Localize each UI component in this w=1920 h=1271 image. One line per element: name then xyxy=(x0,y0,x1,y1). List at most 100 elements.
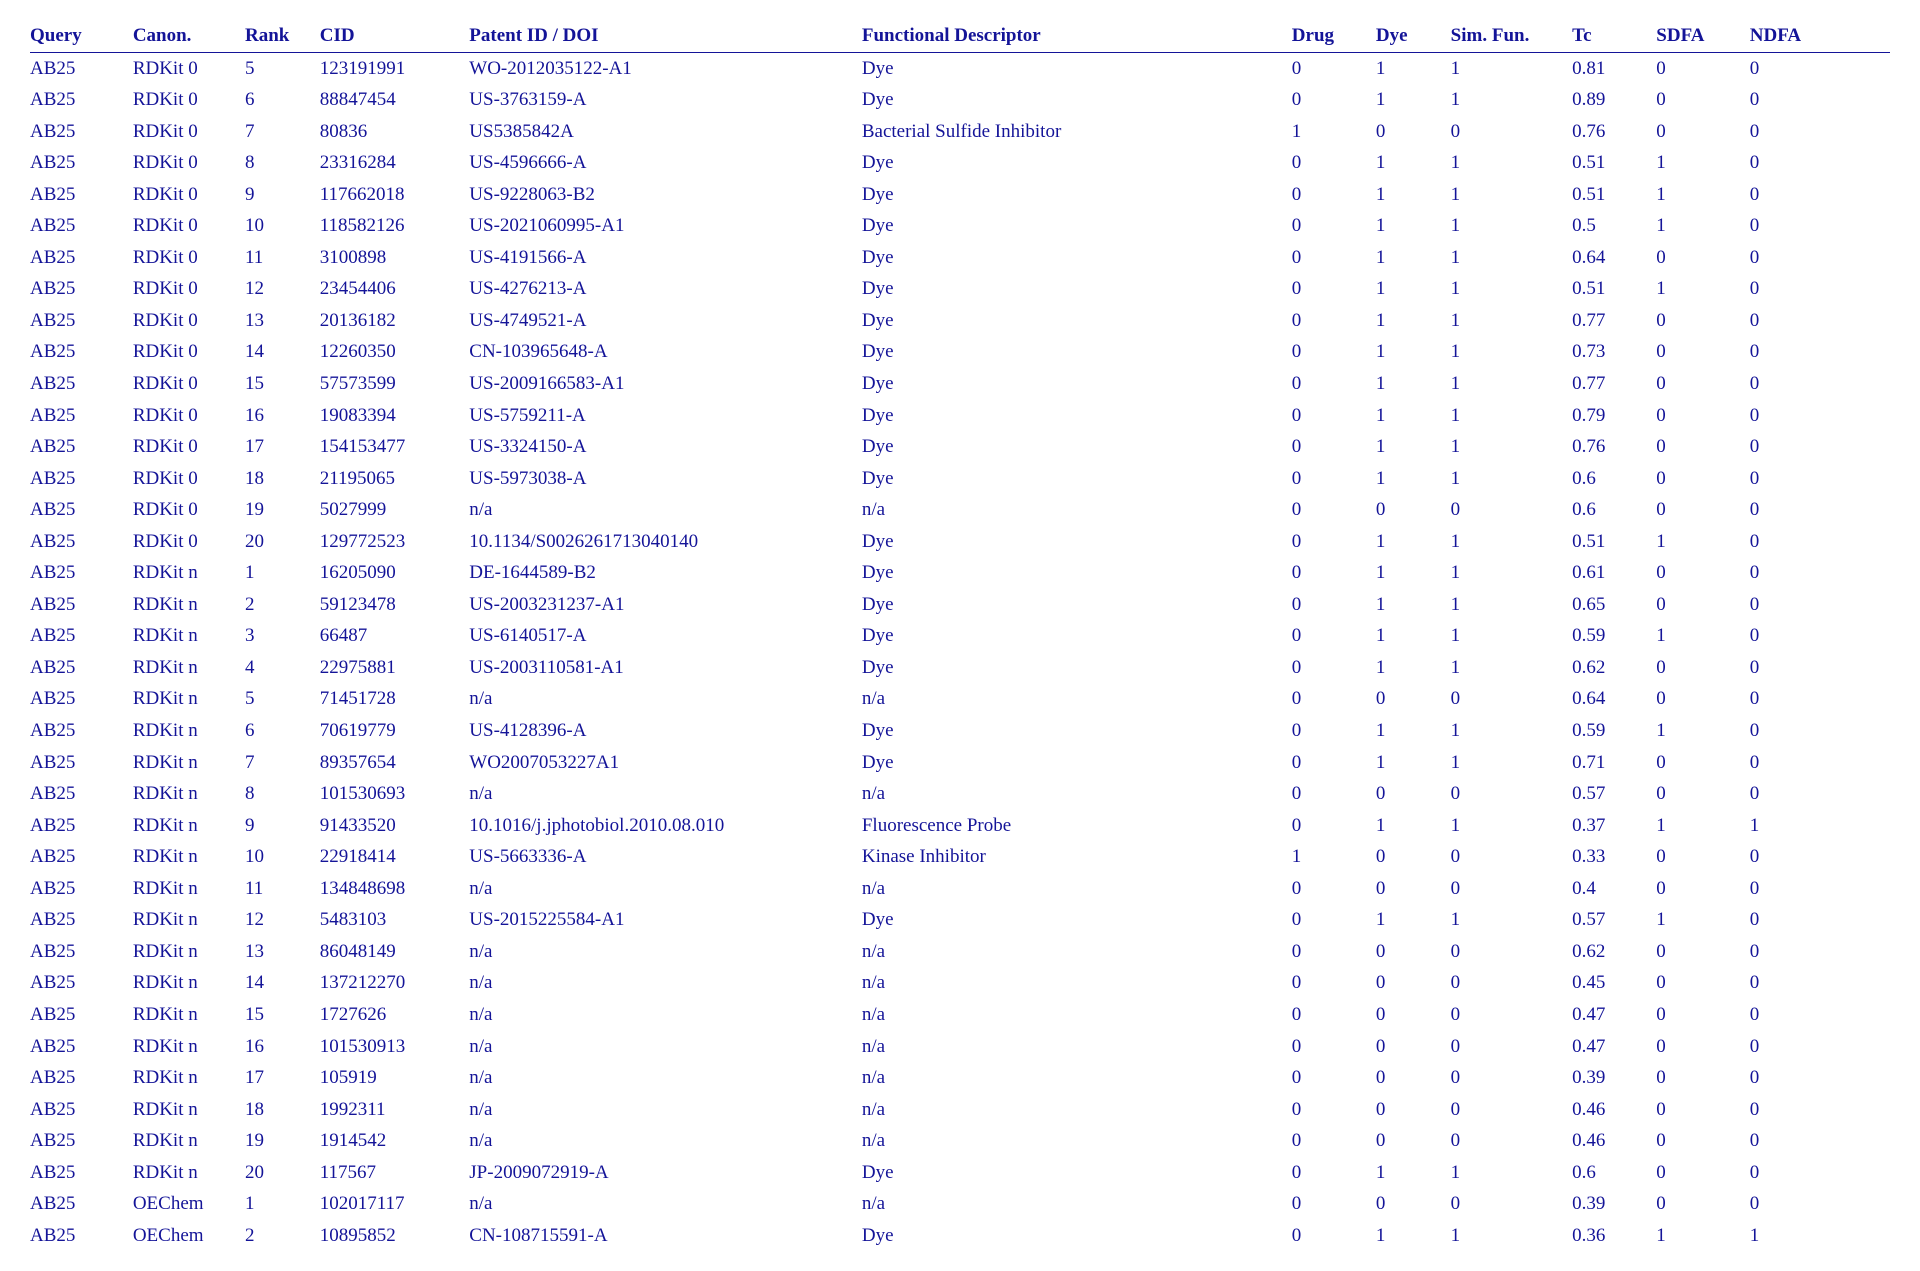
cell-drug: 0 xyxy=(1292,1188,1376,1220)
cell-drug: 0 xyxy=(1292,1220,1376,1252)
col-header-query: Query xyxy=(30,20,133,52)
table-row: AB25RDKit n789357654WO2007053227A1Dye011… xyxy=(30,747,1890,779)
cell-rank: 6 xyxy=(245,715,320,747)
cell-func: n/a xyxy=(862,999,1292,1031)
cell-func: Dye xyxy=(862,652,1292,684)
cell-query: AB25 xyxy=(30,841,133,873)
cell-simfun: 1 xyxy=(1451,1157,1573,1189)
cell-rank: 14 xyxy=(245,336,320,368)
cell-patent: US-5973038-A xyxy=(469,463,862,495)
cell-cid: 16205090 xyxy=(320,557,470,589)
cell-simfun: 1 xyxy=(1451,147,1573,179)
table-row: AB25RDKit 0823316284US-4596666-ADye0110.… xyxy=(30,147,1890,179)
cell-ndfa: 0 xyxy=(1750,526,1890,558)
cell-simfun: 0 xyxy=(1451,1125,1573,1157)
cell-canon: RDKit 0 xyxy=(133,368,245,400)
cell-dye: 0 xyxy=(1376,873,1451,905)
cell-drug: 0 xyxy=(1292,589,1376,621)
cell-dye: 1 xyxy=(1376,620,1451,652)
table-row: AB25RDKit n116205090DE-1644589-B2Dye0110… xyxy=(30,557,1890,589)
col-header-sdfa: SDFA xyxy=(1656,20,1749,52)
cell-func: Dye xyxy=(862,463,1292,495)
cell-cid: 80836 xyxy=(320,116,470,148)
cell-drug: 0 xyxy=(1292,526,1376,558)
cell-tc: 0.76 xyxy=(1572,116,1656,148)
cell-ndfa: 0 xyxy=(1750,620,1890,652)
cell-sdfa: 0 xyxy=(1656,494,1749,526)
col-header-dye: Dye xyxy=(1376,20,1451,52)
cell-dye: 1 xyxy=(1376,147,1451,179)
cell-query: AB25 xyxy=(30,873,133,905)
cell-patent: WO-2012035122-A1 xyxy=(469,52,862,84)
cell-tc: 0.39 xyxy=(1572,1062,1656,1094)
cell-simfun: 1 xyxy=(1451,810,1573,842)
cell-ndfa: 0 xyxy=(1750,715,1890,747)
cell-sdfa: 0 xyxy=(1656,1094,1749,1126)
cell-func: Dye xyxy=(862,305,1292,337)
table-row: AB25RDKit n259123478US-2003231237-A1Dye0… xyxy=(30,589,1890,621)
cell-drug: 0 xyxy=(1292,620,1376,652)
cell-drug: 0 xyxy=(1292,242,1376,274)
cell-ndfa: 0 xyxy=(1750,368,1890,400)
cell-cid: 23454406 xyxy=(320,273,470,305)
cell-drug: 0 xyxy=(1292,179,1376,211)
cell-rank: 8 xyxy=(245,778,320,810)
cell-simfun: 1 xyxy=(1451,305,1573,337)
table-row: AB25RDKit 01320136182US-4749521-ADye0110… xyxy=(30,305,1890,337)
cell-canon: RDKit n xyxy=(133,1062,245,1094)
cell-query: AB25 xyxy=(30,147,133,179)
cell-patent: n/a xyxy=(469,494,862,526)
table-row: AB25RDKit 01223454406US-4276213-ADye0110… xyxy=(30,273,1890,305)
cell-sdfa: 1 xyxy=(1656,273,1749,305)
cell-func: Dye xyxy=(862,242,1292,274)
cell-tc: 0.59 xyxy=(1572,620,1656,652)
cell-drug: 0 xyxy=(1292,463,1376,495)
cell-canon: RDKit n xyxy=(133,999,245,1031)
cell-func: n/a xyxy=(862,1094,1292,1126)
cell-drug: 0 xyxy=(1292,1125,1376,1157)
cell-ndfa: 0 xyxy=(1750,652,1890,684)
cell-canon: RDKit n xyxy=(133,557,245,589)
cell-func: Dye xyxy=(862,620,1292,652)
cell-ndfa: 0 xyxy=(1750,1094,1890,1126)
cell-query: AB25 xyxy=(30,1157,133,1189)
cell-dye: 0 xyxy=(1376,1094,1451,1126)
cell-tc: 0.77 xyxy=(1572,368,1656,400)
cell-cid: 137212270 xyxy=(320,967,470,999)
cell-query: AB25 xyxy=(30,715,133,747)
cell-drug: 0 xyxy=(1292,273,1376,305)
cell-patent: US-4276213-A xyxy=(469,273,862,305)
cell-dye: 1 xyxy=(1376,52,1451,84)
cell-rank: 16 xyxy=(245,1031,320,1063)
cell-cid: 105919 xyxy=(320,1062,470,1094)
cell-canon: RDKit 0 xyxy=(133,494,245,526)
cell-func: Dye xyxy=(862,747,1292,779)
cell-query: AB25 xyxy=(30,210,133,242)
cell-canon: RDKit 0 xyxy=(133,147,245,179)
cell-tc: 0.77 xyxy=(1572,305,1656,337)
cell-rank: 2 xyxy=(245,1220,320,1252)
cell-simfun: 1 xyxy=(1451,273,1573,305)
cell-dye: 1 xyxy=(1376,305,1451,337)
table-row: AB25RDKit 02012977252310.1134/S002626171… xyxy=(30,526,1890,558)
cell-simfun: 1 xyxy=(1451,368,1573,400)
cell-tc: 0.6 xyxy=(1572,494,1656,526)
cell-rank: 15 xyxy=(245,368,320,400)
cell-canon: RDKit n xyxy=(133,936,245,968)
cell-dye: 0 xyxy=(1376,116,1451,148)
table-row: AB25RDKit n422975881US-2003110581-A1Dye0… xyxy=(30,652,1890,684)
cell-rank: 10 xyxy=(245,841,320,873)
cell-sdfa: 1 xyxy=(1656,210,1749,242)
cell-sdfa: 1 xyxy=(1656,179,1749,211)
cell-query: AB25 xyxy=(30,463,133,495)
cell-query: AB25 xyxy=(30,116,133,148)
cell-drug: 0 xyxy=(1292,494,1376,526)
cell-drug: 0 xyxy=(1292,999,1376,1031)
cell-func: Kinase Inhibitor xyxy=(862,841,1292,873)
cell-ndfa: 0 xyxy=(1750,967,1890,999)
cell-cid: 129772523 xyxy=(320,526,470,558)
cell-query: AB25 xyxy=(30,652,133,684)
cell-query: AB25 xyxy=(30,84,133,116)
cell-rank: 6 xyxy=(245,84,320,116)
cell-ndfa: 0 xyxy=(1750,1188,1890,1220)
